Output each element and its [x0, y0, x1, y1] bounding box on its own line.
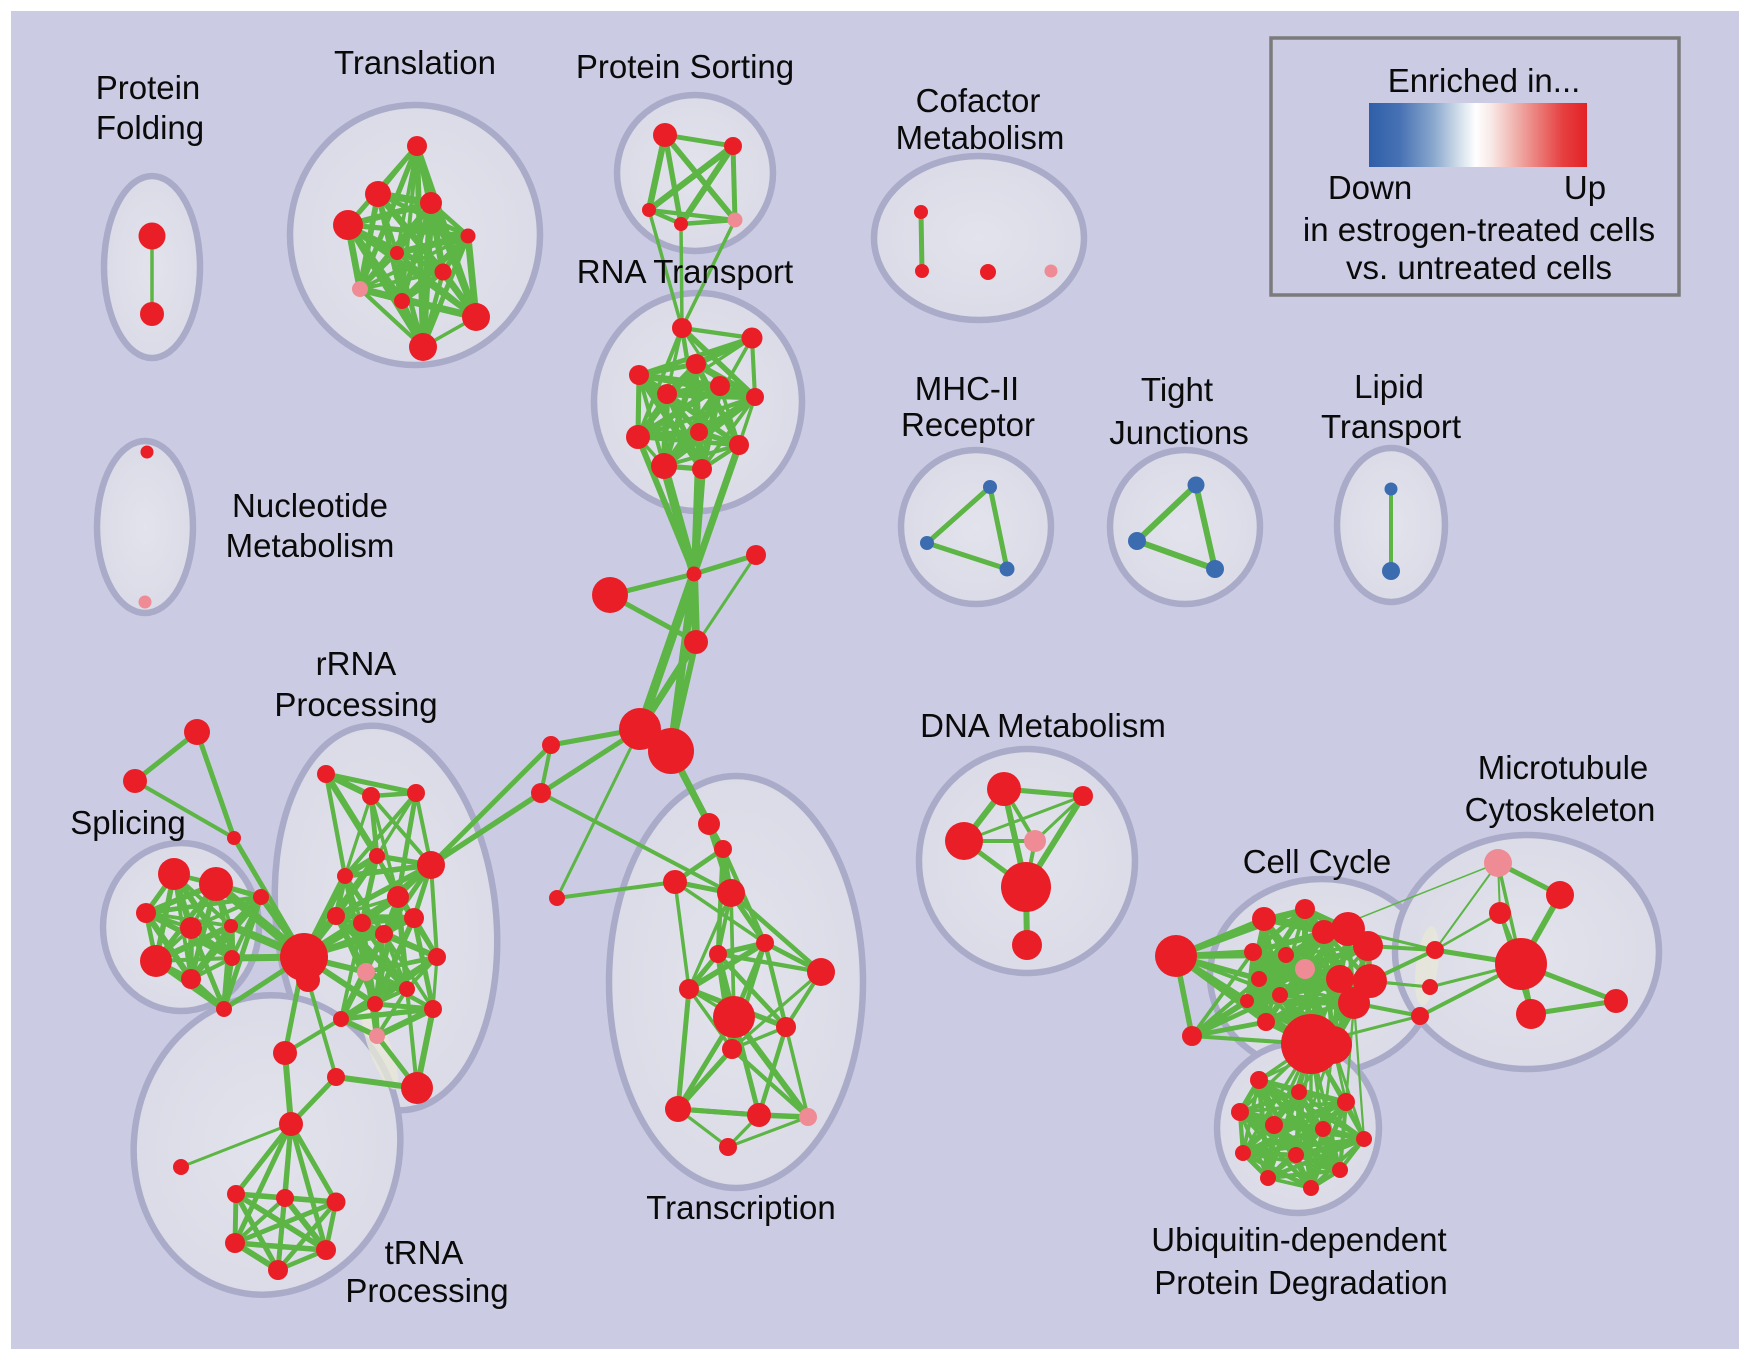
svg-text:Junctions: Junctions — [1109, 414, 1248, 451]
svg-text:rRNA: rRNA — [316, 645, 397, 682]
svg-text:Processing: Processing — [274, 686, 437, 723]
svg-text:Microtubule: Microtubule — [1478, 749, 1649, 786]
svg-text:Cell Cycle: Cell Cycle — [1243, 843, 1392, 880]
svg-text:Cofactor: Cofactor — [916, 82, 1041, 119]
svg-text:DNA Metabolism: DNA Metabolism — [920, 707, 1166, 744]
svg-text:Folding: Folding — [96, 109, 204, 146]
svg-text:Receptor: Receptor — [901, 406, 1035, 443]
svg-text:Ubiquitin-dependent: Ubiquitin-dependent — [1151, 1221, 1446, 1258]
svg-text:Lipid: Lipid — [1354, 368, 1424, 405]
svg-text:Splicing: Splicing — [70, 804, 186, 841]
svg-text:Transcription: Transcription — [646, 1189, 836, 1226]
svg-text:Cytoskeleton: Cytoskeleton — [1465, 791, 1656, 828]
svg-text:Nucleotide: Nucleotide — [232, 487, 388, 524]
svg-text:Metabolism: Metabolism — [896, 119, 1065, 156]
svg-text:RNA Transport: RNA Transport — [577, 253, 793, 290]
svg-text:Protein Degradation: Protein Degradation — [1154, 1264, 1448, 1301]
svg-text:Processing: Processing — [345, 1272, 508, 1309]
svg-text:Transport: Transport — [1321, 408, 1461, 445]
svg-text:in estrogen-treated cells: in estrogen-treated cells — [1303, 211, 1655, 248]
svg-text:Up: Up — [1564, 169, 1606, 206]
svg-text:Protein: Protein — [96, 69, 201, 106]
svg-text:MHC-II: MHC-II — [915, 370, 1019, 407]
svg-text:Protein Sorting: Protein Sorting — [576, 48, 794, 85]
svg-text:Metabolism: Metabolism — [226, 527, 395, 564]
svg-text:Enriched in...: Enriched in... — [1388, 62, 1581, 99]
svg-text:vs. untreated cells: vs. untreated cells — [1346, 249, 1612, 286]
svg-text:tRNA: tRNA — [385, 1234, 464, 1271]
svg-text:Tight: Tight — [1141, 371, 1213, 408]
svg-text:Translation: Translation — [334, 44, 496, 81]
svg-text:Down: Down — [1328, 169, 1412, 206]
